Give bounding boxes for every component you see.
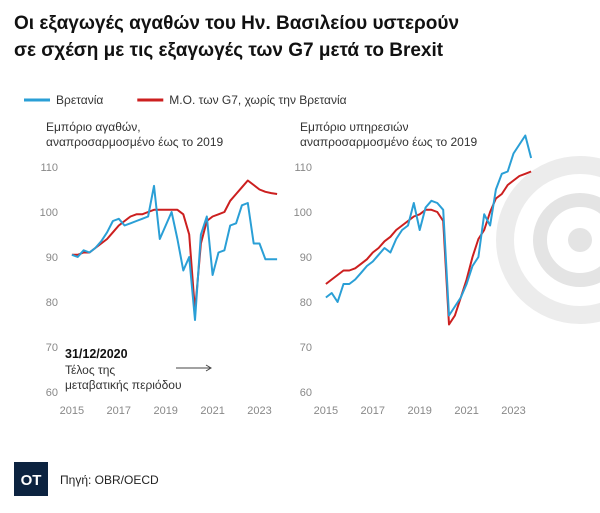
y-tick-label: 60 xyxy=(46,387,58,399)
legend-label: Βρετανία xyxy=(56,93,103,107)
y-tick-label: 110 xyxy=(40,162,58,174)
y-tick-label: 90 xyxy=(300,252,312,264)
x-tick-label: 2023 xyxy=(501,405,525,417)
title-line: σε σχέση με τις εξαγωγές των G7 μετά το … xyxy=(14,40,444,61)
x-tick-label: 2021 xyxy=(454,405,478,417)
subtitle: Εμπόριο υπηρεσιών xyxy=(300,120,409,134)
series-line xyxy=(325,134,533,317)
y-tick-label: 80 xyxy=(46,297,58,309)
annotation: Τέλος της xyxy=(65,363,115,377)
y-tick-label: 80 xyxy=(300,297,312,309)
legend-label: Μ.Ο. των G7, χωρίς την Βρετανία xyxy=(169,93,346,107)
x-tick-label: 2023 xyxy=(247,405,271,417)
y-tick-label: 110 xyxy=(294,162,312,174)
x-tick-label: 2015 xyxy=(60,405,84,417)
subtitle: αναπροσαρμοσμένο έως το 2019 xyxy=(46,135,224,149)
annotation: 31/12/2020 xyxy=(65,347,128,361)
title-line: Οι εξαγωγές αγαθών του Ην. Βασιλείου υστ… xyxy=(14,13,459,34)
source: Πηγή: OBR/OECD xyxy=(60,473,159,487)
x-tick-label: 2015 xyxy=(314,405,338,417)
subtitle: αναπροσαρμοσμένο έως το 2019 xyxy=(300,135,478,149)
series-line xyxy=(71,184,278,321)
y-tick-label: 100 xyxy=(40,207,58,219)
y-tick-label: 60 xyxy=(300,387,312,399)
x-tick-label: 2019 xyxy=(407,405,431,417)
x-tick-label: 2021 xyxy=(200,405,224,417)
annotation-arrowhead xyxy=(205,364,212,372)
y-tick-label: 70 xyxy=(46,342,58,354)
series-line xyxy=(71,179,278,312)
y-tick-label: 70 xyxy=(300,342,312,354)
logo: OT xyxy=(21,472,42,489)
y-tick-label: 90 xyxy=(46,252,58,264)
annotation: μεταβατικής περιόδου xyxy=(65,378,182,392)
x-tick-label: 2017 xyxy=(361,405,385,417)
subtitle: Εμπόριο αγαθών, xyxy=(46,120,141,134)
y-tick-label: 100 xyxy=(294,207,312,219)
x-tick-label: 2017 xyxy=(107,405,131,417)
x-tick-label: 2019 xyxy=(153,405,177,417)
series-line xyxy=(325,170,532,326)
logo-box xyxy=(14,462,48,496)
decor-rings xyxy=(496,156,600,324)
